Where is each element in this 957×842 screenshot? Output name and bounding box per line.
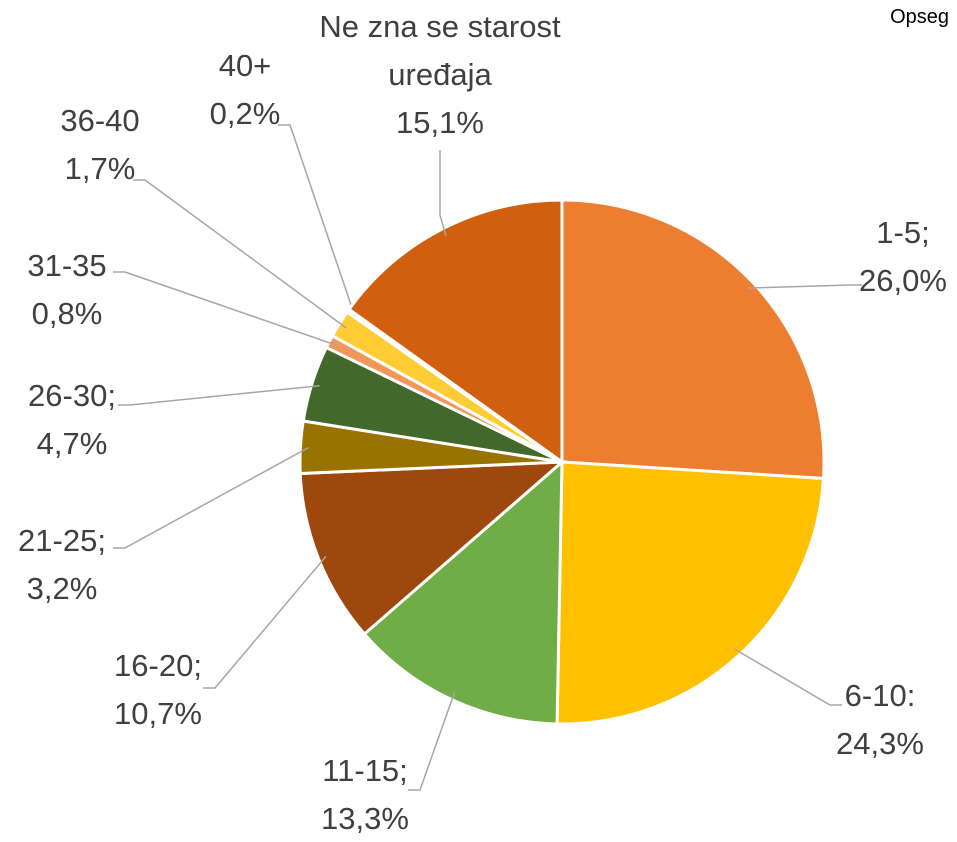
category-label: 16-20;	[114, 648, 202, 683]
category-label: 40+	[218, 48, 272, 83]
data-label: 1-5; 26,0%	[843, 209, 957, 305]
pie-slice	[362, 458, 564, 726]
pie-slice	[298, 460, 567, 637]
category-label: 1-5;	[876, 215, 930, 250]
pie-slice	[346, 198, 564, 465]
leader-line	[113, 446, 309, 549]
value-label: 13,3%	[321, 801, 409, 836]
data-label: 16-20; 10,7%	[98, 642, 218, 738]
data-label: 21-25; 3,2%	[2, 517, 122, 613]
leader-line	[439, 150, 447, 237]
chart-title: Opseg	[890, 6, 949, 28]
leader-line	[118, 385, 320, 406]
data-label: Ne zna se starost uređaja 15,1%	[300, 3, 580, 147]
leader-line	[733, 648, 842, 706]
pie-slice	[555, 460, 826, 726]
data-label: 36-40 1,7%	[40, 97, 160, 193]
pie-slice	[560, 198, 826, 481]
value-label: 0,2%	[209, 96, 281, 131]
category-label: 36-40	[60, 103, 140, 138]
data-label: 31-35 0,8%	[7, 242, 127, 338]
category-label: 21-25;	[18, 523, 106, 558]
category-label: 11-15;	[322, 753, 408, 788]
data-label: 11-15; 13,3%	[305, 747, 425, 842]
value-label: 1,7%	[64, 151, 136, 186]
value-label: 24,3%	[836, 726, 924, 761]
leader-line	[747, 284, 862, 289]
category-label: 6-10:	[844, 678, 916, 713]
leader-line	[408, 692, 456, 791]
data-label: 6-10: 24,3%	[820, 672, 940, 768]
data-label: 40+ 0,2%	[185, 42, 305, 138]
value-label: 0,8%	[31, 296, 103, 331]
value-label: 3,2%	[26, 571, 98, 606]
category-label: 31-35	[27, 248, 107, 283]
value-label: 10,7%	[114, 696, 202, 731]
leader-line	[203, 555, 327, 689]
value-label: 4,7%	[36, 426, 108, 461]
leader-line	[133, 179, 347, 329]
value-label: 26,0%	[859, 263, 947, 298]
data-label: 26-30; 4,7%	[12, 372, 132, 468]
category-label: 26-30;	[28, 378, 116, 413]
leader-line	[278, 124, 356, 316]
value-label: 15,1%	[396, 105, 484, 140]
category-label: Ne zna se starost uređaja	[319, 9, 561, 92]
leader-line	[113, 271, 337, 346]
